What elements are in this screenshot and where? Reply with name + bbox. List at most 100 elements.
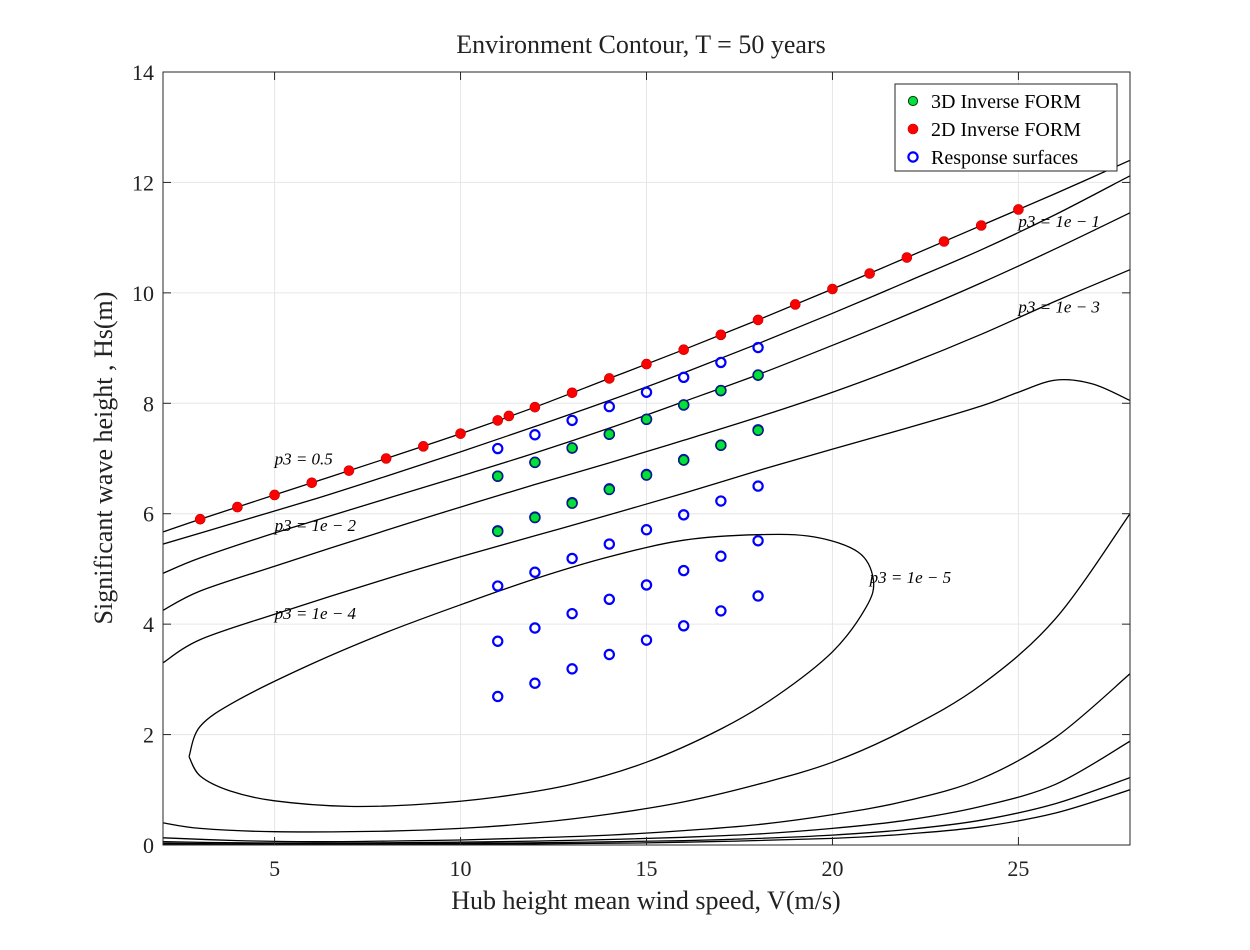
contour-line xyxy=(163,269,1130,611)
series-0 xyxy=(492,370,764,537)
y-tick-label: 10 xyxy=(132,281,154,306)
response-surface-point xyxy=(640,524,653,536)
x-axis-title: Hub height mean wind speed, V(m/s) xyxy=(451,886,840,915)
response-surface-point xyxy=(677,371,690,384)
contour-label: p3 = 1e − 5 xyxy=(869,568,952,587)
response-surface-point xyxy=(752,341,764,354)
inverse-form-2d-point xyxy=(492,415,504,426)
inverse-form-2d-point xyxy=(752,314,764,326)
contour-annotations: p3 = 0.5 p3 = 1e − 1 p3 = 1e − 2 p3 = 1e − … xyxy=(274,212,1100,623)
contour-line xyxy=(188,533,875,808)
inverse-form-3d-point xyxy=(529,457,541,468)
y-tick-label: 6 xyxy=(143,502,154,527)
response-surface-point xyxy=(529,566,541,578)
response-surface-point xyxy=(566,552,578,565)
response-surface-point xyxy=(677,620,690,632)
contour-line xyxy=(163,740,1130,844)
inverse-form-2d-point xyxy=(641,358,652,370)
inverse-form-3d-point xyxy=(492,526,503,537)
response-surface-point xyxy=(603,400,616,413)
response-surface-point xyxy=(677,564,690,577)
response-surface-point xyxy=(492,690,504,703)
inverse-form-2d-point xyxy=(864,268,875,279)
response-surface-point xyxy=(715,550,727,562)
response-surface-point xyxy=(492,635,504,647)
inverse-form-3d-point xyxy=(529,512,541,523)
legend-marker xyxy=(907,123,919,135)
chart-title: Environment Contour, T = 50 years xyxy=(456,30,825,59)
contour-line xyxy=(163,513,1130,833)
inverse-form-3d-point xyxy=(604,484,615,495)
y-tick-label: 2 xyxy=(143,723,154,748)
contour-label: p3 = 1e − 2 xyxy=(274,516,357,535)
inverse-form-2d-point xyxy=(566,387,578,399)
contour-line xyxy=(163,212,1130,574)
axis-ticks: 5 10 15 20 25 0 2 4 6 8 10 12 14 xyxy=(132,60,1130,881)
response-surface-point xyxy=(715,356,727,369)
y-tick-label: 0 xyxy=(143,833,154,858)
inverse-form-3d-point xyxy=(715,385,726,396)
inverse-form-2d-point xyxy=(503,410,515,422)
y-tick-label: 12 xyxy=(132,170,154,195)
inverse-form-2d-point xyxy=(975,220,987,231)
inverse-form-3d-point xyxy=(752,425,764,436)
inverse-form-2d-point xyxy=(678,344,689,356)
response-surface-point xyxy=(752,590,764,602)
inverse-form-2d-point xyxy=(455,428,466,439)
contour-line xyxy=(163,789,1130,845)
inverse-form-2d-point xyxy=(232,501,243,513)
inverse-form-3d-point xyxy=(567,498,578,509)
legend-label: Response surfaces xyxy=(931,147,1078,169)
legend-label: 2D Inverse FORM xyxy=(931,119,1081,141)
response-surface-point xyxy=(529,429,541,441)
contour-label: p3 = 0.5 xyxy=(274,450,333,469)
legend-label: 3D Inverse FORM xyxy=(931,91,1081,113)
contour-line xyxy=(163,175,1130,545)
x-tick-label: 15 xyxy=(636,856,658,881)
response-surface-point xyxy=(566,607,578,620)
inverse-form-3d-point xyxy=(752,370,764,381)
inverse-form-2d-point xyxy=(343,465,355,476)
legend-marker xyxy=(907,95,919,107)
response-surface-point xyxy=(640,634,653,646)
response-surface-point xyxy=(603,538,616,550)
y-tick-label: 8 xyxy=(143,391,154,416)
inverse-form-2d-point xyxy=(789,299,801,310)
inverse-form-3d-point xyxy=(492,471,503,482)
response-surface-point xyxy=(752,535,764,547)
response-surface-point xyxy=(603,648,616,661)
inverse-form-3d-point xyxy=(567,442,578,454)
contour-label: p3 = 1e − 4 xyxy=(274,604,357,623)
inverse-form-3d-point xyxy=(604,429,615,440)
inverse-form-2d-point xyxy=(418,441,429,452)
legend: 3D Inverse FORM 2D Inverse FORM Response s… xyxy=(894,83,1118,172)
inverse-form-3d-point xyxy=(641,414,652,425)
y-tick-label: 14 xyxy=(132,60,154,85)
inverse-form-3d-point xyxy=(641,469,652,481)
series-1 xyxy=(194,204,1024,525)
inverse-form-2d-point xyxy=(901,252,913,263)
response-surface-point xyxy=(603,593,616,605)
response-surface-point xyxy=(529,677,541,689)
x-tick-label: 5 xyxy=(269,856,280,881)
inverse-form-3d-point xyxy=(678,399,689,411)
response-surface-point xyxy=(640,579,653,591)
inverse-form-2d-point xyxy=(604,373,615,384)
contour-lines xyxy=(163,159,1130,845)
legend-marker xyxy=(907,151,919,163)
response-surface-point xyxy=(566,663,578,675)
response-surface-point xyxy=(715,495,727,507)
plot-area: p3 = 0.5 p3 = 1e − 1 p3 = 1e − 2 p3 = 1e − … xyxy=(132,60,1131,881)
inverse-form-2d-point xyxy=(827,283,838,295)
x-tick-label: 10 xyxy=(450,856,472,881)
contour-line xyxy=(163,378,1130,664)
inverse-form-2d-point xyxy=(269,489,280,501)
y-axis-title: Significant wave height , Hs(m) xyxy=(89,292,118,625)
response-surface-point xyxy=(640,386,653,398)
inverse-form-2d-point xyxy=(715,329,727,341)
contour-label: p3 = 1e − 3 xyxy=(1017,298,1100,317)
data-series xyxy=(194,204,1024,703)
response-surface-point xyxy=(566,414,578,427)
response-surface-point xyxy=(752,480,764,492)
